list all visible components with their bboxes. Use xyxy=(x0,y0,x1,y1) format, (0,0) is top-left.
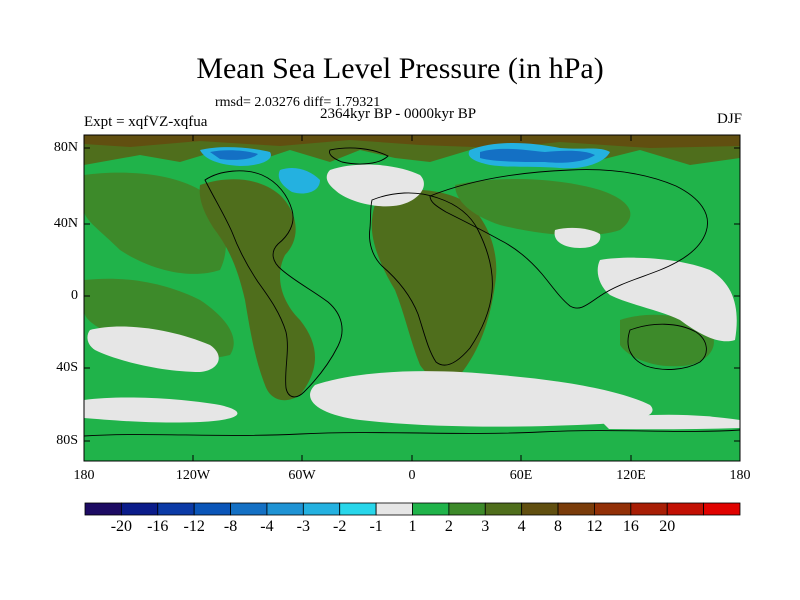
colorbar xyxy=(84,502,741,516)
colorbar-swatch xyxy=(339,502,377,516)
colorbar-swatch xyxy=(84,502,122,516)
lon-tick-label: 180 xyxy=(73,468,95,483)
colorbar-label: -8 xyxy=(223,518,238,535)
colorbar-swatch xyxy=(448,502,486,516)
colorbar-swatch xyxy=(375,502,413,516)
map-field xyxy=(84,135,740,461)
lat-tick-label: 40S xyxy=(56,360,78,375)
lat-tick-label: 80N xyxy=(53,140,78,155)
colorbar-label: 12 xyxy=(586,518,603,535)
coastlines xyxy=(84,147,740,437)
colorbar-label: -3 xyxy=(296,518,310,535)
colorbar-label: -20 xyxy=(110,518,133,535)
axis-ticks xyxy=(83,135,741,461)
rmsd-diff-stats: rmsd= 2.03276 diff= 1.79321 xyxy=(215,95,381,110)
colorbar-swatch xyxy=(666,502,705,516)
lat-tick-label: 80S xyxy=(56,433,78,448)
lon-tick-label: 180 xyxy=(729,468,751,483)
colorbar-swatch xyxy=(157,502,195,516)
colorbar-label: 20 xyxy=(659,518,676,535)
map-title: Mean Sea Level Pressure (in hPa) xyxy=(196,52,604,85)
lon-tick-label: 120E xyxy=(616,468,646,483)
colorbar-label: 4 xyxy=(517,518,526,535)
lat-tick-label: 0 xyxy=(71,288,78,303)
colorbar-label: -12 xyxy=(183,518,205,535)
lat-tick-label: 40N xyxy=(53,216,78,231)
colorbar-swatch xyxy=(412,502,450,516)
colorbar-swatch xyxy=(521,502,559,516)
colorbar-label: 2 xyxy=(444,518,453,535)
colorbar-label: 16 xyxy=(622,518,639,535)
period-label: 2364kyr BP - 0000kyr BP xyxy=(320,106,477,122)
colorbar-label: 1 xyxy=(408,518,417,535)
colorbar-swatch xyxy=(594,502,632,516)
colorbar-label: -16 xyxy=(147,518,169,535)
season-label: DJF xyxy=(716,111,742,127)
lon-tick-label: 120W xyxy=(175,468,211,483)
lon-tick-label: 60E xyxy=(509,468,533,483)
colorbar-swatch xyxy=(557,502,595,516)
colorbar-swatch xyxy=(484,502,523,516)
colorbar-swatch xyxy=(703,502,741,516)
colorbar-label: 3 xyxy=(481,518,490,535)
colorbar-swatch xyxy=(630,502,668,516)
colorbar-swatch xyxy=(230,502,268,516)
colorbar-label: -2 xyxy=(333,518,347,535)
experiment-label: Expt = xqfVZ-xqfua xyxy=(84,114,208,130)
colorbar-label: -4 xyxy=(260,518,274,535)
colorbar-swatch xyxy=(266,502,304,516)
colorbar-label: -1 xyxy=(369,518,383,535)
colorbar-label: 8 xyxy=(554,518,563,535)
lon-tick-label: 0 xyxy=(408,468,416,483)
colorbar-swatch xyxy=(120,502,159,516)
lon-tick-label: 60W xyxy=(288,468,316,483)
colorbar-swatch xyxy=(302,502,341,516)
colorbar-swatch xyxy=(193,502,231,516)
